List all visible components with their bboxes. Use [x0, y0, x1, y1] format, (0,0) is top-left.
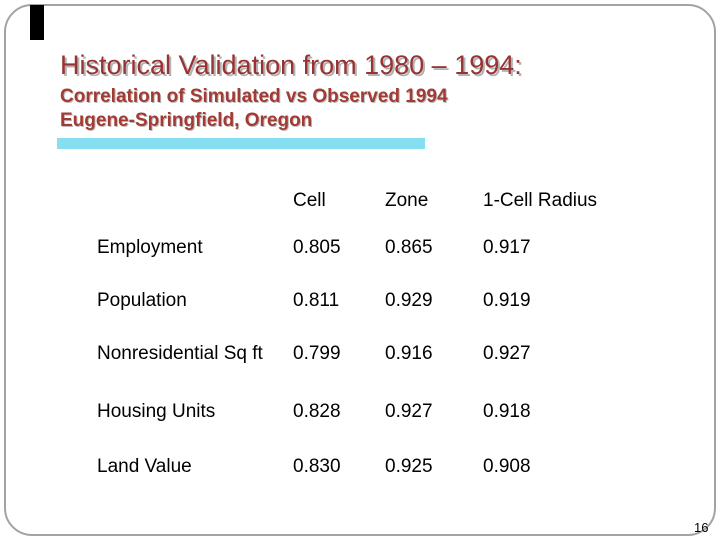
row-label: Nonresidential Sq ft: [97, 343, 263, 364]
table-row: Population 0.811 0.929 0.919: [97, 290, 643, 312]
cell-value: 0.918: [483, 401, 531, 422]
cell-value: 0.805: [293, 237, 341, 258]
table-header-row: Cell Zone 1-Cell Radius: [97, 190, 643, 212]
row-label: Housing Units: [97, 401, 216, 422]
cell-value: 0.929: [385, 290, 433, 311]
table-header-1-cell-radius: 1-Cell Radius: [483, 190, 598, 211]
row-label: Land Value: [97, 456, 192, 477]
page-number: 16: [694, 520, 709, 535]
row-label: Employment: [97, 237, 203, 258]
table-row: Nonresidential Sq ft 0.799 0.916 0.927: [97, 343, 643, 365]
cell-value: 0.799: [293, 343, 341, 364]
table-header-zone: Zone: [385, 190, 429, 211]
cell-value: 0.919: [483, 290, 531, 311]
cell-value: 0.865: [385, 237, 433, 258]
slide-subtitle-line2: Eugene-Springfield, Oregon: [60, 110, 313, 131]
slide-subtitle-line1: Correlation of Simulated vs Observed 199…: [60, 86, 448, 107]
slide-title: Historical Validation from 1980 – 1994:: [60, 50, 522, 80]
row-label: Population: [97, 290, 187, 311]
table-header-cell: Cell: [293, 190, 326, 211]
cell-value: 0.917: [483, 237, 531, 258]
cell-value: 0.927: [385, 401, 433, 422]
cell-value: 0.828: [293, 401, 341, 422]
cell-value: 0.908: [483, 456, 531, 477]
cell-value: 0.916: [385, 343, 433, 364]
top-left-black-mark: [30, 5, 44, 40]
cell-value: 0.925: [385, 456, 433, 477]
table-row: Land Value 0.830 0.925 0.908: [97, 456, 643, 478]
table-row: Employment 0.805 0.865 0.917: [97, 237, 643, 259]
cell-value: 0.811: [293, 290, 340, 311]
cell-value: 0.927: [483, 343, 531, 364]
cell-value: 0.830: [293, 456, 341, 477]
table-row: Housing Units 0.828 0.927 0.918: [97, 401, 643, 423]
cyan-accent-bar: [57, 138, 425, 149]
